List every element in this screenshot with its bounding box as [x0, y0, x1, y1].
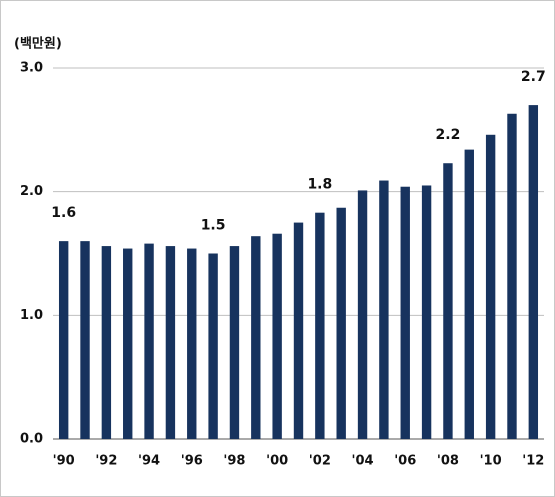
- bar: [336, 207, 346, 439]
- bar: [80, 241, 90, 439]
- x-tick-label: '98: [223, 454, 245, 469]
- bar: [272, 233, 282, 439]
- bar: [464, 149, 474, 439]
- bar: [58, 241, 69, 439]
- bar: [251, 236, 261, 439]
- x-tick-label: '96: [181, 454, 203, 469]
- x-tick-label: '10: [480, 454, 502, 469]
- x-tick-label: '02: [309, 454, 331, 469]
- bar: [528, 105, 539, 439]
- y-tick-label: 0.0: [20, 432, 43, 447]
- bar: [187, 248, 197, 439]
- bar: [379, 180, 389, 439]
- bar: [101, 246, 112, 439]
- x-tick-label: '90: [53, 454, 75, 469]
- bar: [485, 134, 496, 439]
- value-label: 1.6: [51, 205, 76, 221]
- bar: [208, 253, 218, 439]
- x-tick-label: '94: [138, 454, 160, 469]
- x-tick-label: '00: [266, 454, 288, 469]
- y-tick-label: 2.0: [20, 184, 43, 199]
- value-label: 2.2: [436, 127, 461, 143]
- value-label: 1.5: [201, 218, 226, 234]
- value-label: 1.8: [307, 177, 332, 193]
- bar: [165, 246, 176, 439]
- bar: [507, 113, 517, 440]
- value-label: 2.7: [521, 69, 546, 85]
- bar: [123, 248, 133, 439]
- bar: [400, 186, 410, 439]
- x-tick-label: '12: [522, 454, 544, 469]
- bar: [421, 185, 432, 439]
- y-tick-label: 3.0: [20, 61, 43, 76]
- bar: [315, 212, 325, 439]
- bar: [229, 246, 240, 439]
- x-tick-label: '92: [95, 454, 117, 469]
- bar: [357, 190, 368, 439]
- x-tick-label: '04: [352, 454, 374, 469]
- bar: [293, 222, 304, 439]
- x-tick-label: '06: [394, 454, 416, 469]
- bar: [443, 163, 453, 439]
- bar: [144, 243, 154, 439]
- x-tick-label: '08: [437, 454, 459, 469]
- y-tick-label: 1.0: [20, 308, 43, 323]
- unit-label: (백만원): [14, 36, 62, 52]
